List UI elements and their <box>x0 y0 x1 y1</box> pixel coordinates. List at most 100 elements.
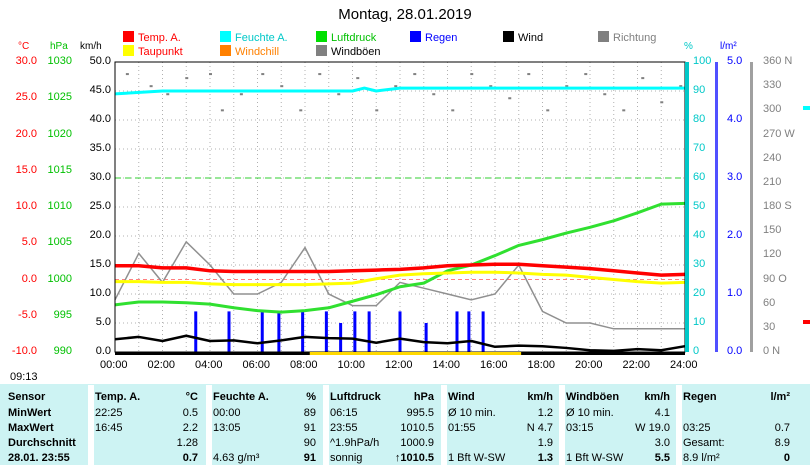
legend-label: Taupunkt <box>138 46 183 58</box>
stat-value: 1010.5 <box>400 422 434 434</box>
humidity-tick: 40 <box>693 229 706 241</box>
wind-tick: 50.0 <box>89 55 111 67</box>
row-label: 28.01. 23:55 <box>8 452 70 464</box>
temp-tick: 5.0 <box>21 236 37 249</box>
humidity-tick: 10 <box>693 316 706 328</box>
stat-value: 8.9 <box>774 437 790 449</box>
legend-swatch <box>598 31 609 42</box>
x-tick: 00:00 <box>100 359 128 371</box>
wind-line <box>114 334 686 353</box>
feuchte-line <box>114 86 685 96</box>
direction-point <box>489 85 493 88</box>
legend-swatch <box>316 45 327 56</box>
direction-point <box>565 85 569 88</box>
legend-item: Temp. A. <box>123 31 181 44</box>
direction-point <box>679 85 683 88</box>
pressure-tick: 1005 <box>47 236 72 249</box>
legend-item: Feuchte A. <box>220 31 288 44</box>
rain-bar <box>260 311 264 352</box>
x-tick: 14:00 <box>432 359 461 371</box>
direction-point <box>451 109 455 112</box>
stat-label: Gesamt: <box>683 437 725 449</box>
x-tick: 04:00 <box>195 359 223 371</box>
temperatur-line <box>115 262 686 277</box>
direction-tick: 90 O <box>763 272 787 285</box>
stat-label: 01:55 <box>448 422 476 434</box>
stat-value: 90 <box>303 437 316 449</box>
row-label: MinWert <box>8 407 52 419</box>
wind-tick: 25.0 <box>89 200 111 212</box>
temp-tick: 20.0 <box>15 127 37 140</box>
direction-point <box>394 85 398 88</box>
humidity-tick: 80 <box>693 113 706 125</box>
stat-value: 1.28 <box>176 437 198 449</box>
column-separator <box>559 385 565 465</box>
column-separator <box>676 385 682 465</box>
wind-tick: 0.0 <box>95 345 111 357</box>
direction-point <box>280 85 284 88</box>
legend-label: Regen <box>425 32 458 44</box>
x-tick: 16:00 <box>480 359 508 371</box>
rain-tick: 4.0 <box>727 113 743 125</box>
wind-tick: 20.0 <box>89 229 111 241</box>
stat-label: 1 Bft W-SW <box>566 452 624 464</box>
humidity-tick: 60 <box>693 171 706 183</box>
sunrise-time: 09:13 <box>10 371 38 383</box>
direction-tick: 180 S <box>763 200 792 212</box>
line-series <box>114 86 686 353</box>
windboeen-series <box>114 240 685 330</box>
direction-point <box>660 101 664 104</box>
taupunkt-line <box>115 270 686 287</box>
rain-tick: 1.0 <box>727 287 743 299</box>
windboeen-line <box>114 240 685 330</box>
stat-value: W 19.0 <box>635 422 670 434</box>
pressure-tick: 1015 <box>47 163 72 176</box>
legend-label: Feuchte A. <box>235 32 288 44</box>
x-tick: 12:00 <box>385 359 413 371</box>
direction-axis-bar <box>750 62 753 352</box>
humidity-tick: 70 <box>693 142 706 154</box>
temp-tick: -10.0 <box>11 345 37 357</box>
humidity-tick: 90 <box>693 84 706 96</box>
legend-swatch <box>220 45 231 56</box>
chart-grid <box>114 61 686 353</box>
humidity-tick: 50 <box>693 200 706 212</box>
direction-point <box>318 73 322 76</box>
direction-point <box>125 73 129 76</box>
pressure-unit: hPa <box>50 41 68 52</box>
humidity-tick: 100 <box>693 55 712 67</box>
section-header: Luftdruck <box>330 391 381 403</box>
rain-bar <box>481 311 485 352</box>
stat-label: sonnig <box>330 452 363 464</box>
temp-tick: 15.0 <box>15 163 37 176</box>
wind-unit: km/h <box>80 41 102 52</box>
legend-item: Regen <box>410 31 457 44</box>
stat-value: 1.2 <box>537 407 553 419</box>
pressure-tick: 1020 <box>47 127 72 140</box>
rain-bar <box>353 311 357 352</box>
humidity-unit: % <box>684 41 693 52</box>
direction-tick: 270 W <box>763 127 795 140</box>
wind-tick: 30.0 <box>89 171 111 183</box>
direction-point <box>413 73 417 76</box>
daylight-bar <box>309 352 522 355</box>
stat-value: 0 <box>783 452 790 464</box>
section-header: Wind <box>448 391 475 403</box>
stat-label: Ø 10 min. <box>448 407 496 419</box>
column-separator <box>441 385 447 465</box>
rain-bar <box>194 311 198 352</box>
stat-value: N 4.7 <box>526 422 553 434</box>
column-separator <box>323 385 329 465</box>
legend-swatch <box>410 31 421 42</box>
section-header: Windböen <box>566 391 620 403</box>
rain-bar <box>467 311 471 352</box>
legend-swatch <box>123 31 134 42</box>
wind-tick: 35.0 <box>89 142 111 154</box>
stat-label: 13:05 <box>213 422 241 434</box>
wind-tick: 10.0 <box>89 287 111 299</box>
direction-point <box>299 109 303 112</box>
legend-label: Luftdruck <box>331 32 377 44</box>
chart-title: Montag, 28.01.2019 <box>338 6 472 23</box>
section-header: Temp. A. <box>95 391 141 403</box>
direction-tick: 360 N <box>763 55 793 67</box>
